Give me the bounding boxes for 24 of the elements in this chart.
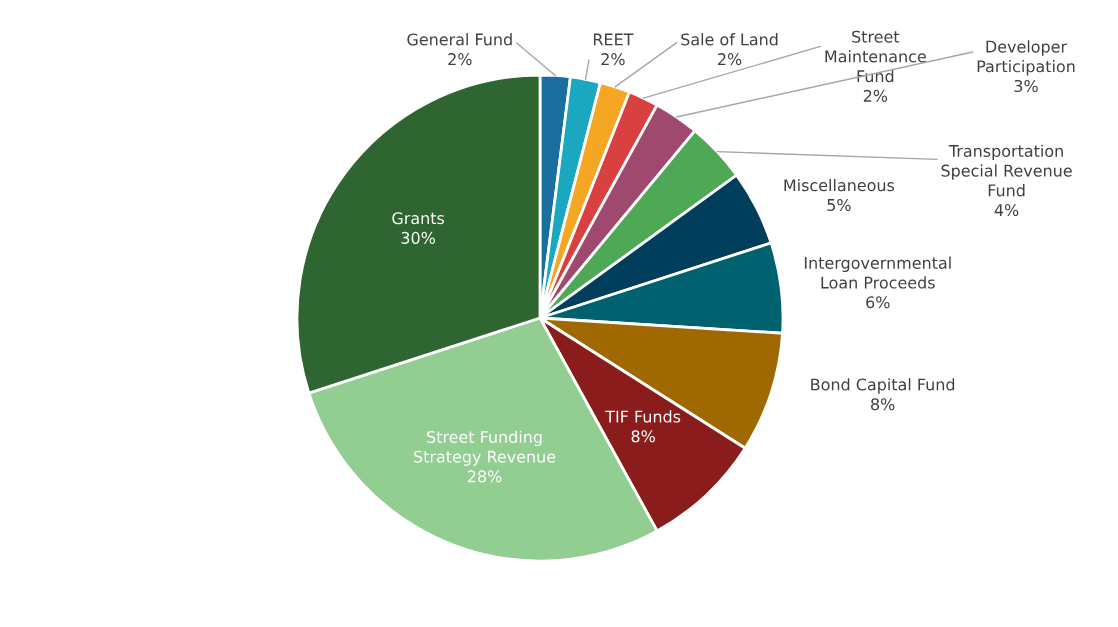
data-label: 2% [863, 89, 888, 102]
slice-label: TIF Funds [605, 410, 681, 423]
slice-label: Developer Participation [977, 40, 1075, 76]
data-label: 6% [866, 296, 890, 309]
slice-label: Grants [392, 212, 445, 225]
data-label: 2% [448, 53, 472, 66]
slice-label: Intergovernmental Loan Proceeds [804, 256, 951, 289]
slice-label: Street Funding Strategy Revenue [414, 430, 556, 466]
data-label: 30% [401, 231, 435, 244]
slice-label: REET [593, 33, 634, 46]
data-label: 5% [827, 198, 851, 211]
slice-label: Street Maintenance Fund [825, 30, 926, 83]
slice-label: General Fund [407, 33, 512, 46]
slice-label: Bond Capital Fund [811, 378, 955, 394]
slice-label: Transportation Special Revenue Fund [941, 144, 1072, 197]
data-label: 8% [631, 430, 655, 443]
data-label: 3% [1014, 79, 1038, 93]
data-label: 8% [871, 398, 895, 411]
data-label: 4% [994, 204, 1019, 217]
slice-label: Sale of Land [681, 33, 778, 46]
slice-label: Miscellaneous [784, 178, 895, 192]
data-label: 28% [467, 470, 502, 483]
data-label: 2% [718, 53, 742, 66]
data-label: 2% [601, 53, 625, 66]
